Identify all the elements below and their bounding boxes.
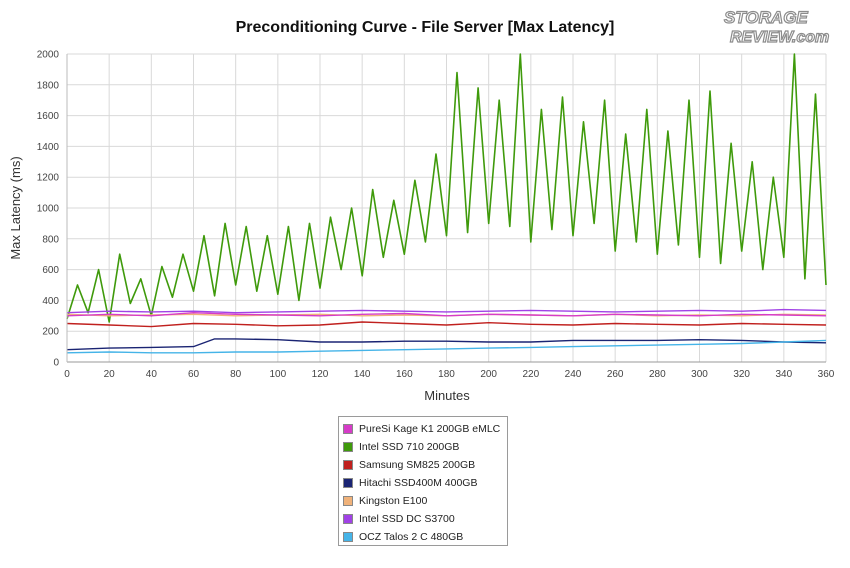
x-tick-label: 160 (396, 369, 413, 380)
x-tick-label: 320 (733, 369, 750, 380)
series-line-intel-ssd-710-200gb (66, 53, 827, 323)
x-tick-label: 280 (649, 369, 666, 380)
y-tick-label: 400 (42, 296, 59, 307)
series-lines (66, 53, 827, 354)
legend-swatch (343, 424, 353, 434)
x-tick-label: 220 (522, 369, 539, 380)
legend-item-intel-ssd-710-200gb: Intel SSD 710 200GB (343, 438, 507, 456)
storage-review-logo: STORAGE REVIEW.com (723, 7, 829, 46)
series-line-intel-ssd-dc-s3700 (66, 308, 827, 314)
chart-legend: PureSi Kage K1 200GB eMLC Intel SSD 710 2… (338, 416, 508, 546)
y-tick-label: 2000 (37, 50, 60, 61)
x-tick-label: 60 (188, 369, 200, 380)
legend-swatch (343, 478, 353, 488)
legend-item-ocz-talos-2-c-480gb: OCZ Talos 2 C 480GB (343, 528, 507, 546)
series-line-hitachi-ssd400m-400gb (66, 338, 827, 351)
legend-item-puresi-kage-k1-200gb-emlc: PureSi Kage K1 200GB eMLC (343, 420, 507, 438)
legend-swatch (343, 514, 353, 524)
line-chart: 0 200 400 600 800 1000 1200 1400 1600 1800 2000 0 20… (8, 50, 835, 404)
logo-line-2: REVIEW.com (730, 29, 829, 46)
legend-item-samsung-sm825-200gb: Samsung SM825 200GB (343, 456, 507, 474)
y-tick-label: 200 (42, 327, 59, 338)
y-tick-label: 800 (42, 234, 59, 245)
legend-label: Kingston E100 (359, 495, 428, 507)
x-tick-label: 180 (438, 369, 455, 380)
x-tick-label: 260 (607, 369, 624, 380)
x-axis-title: Minutes (424, 388, 470, 403)
y-axis-title: Max Latency (ms) (8, 156, 23, 259)
legend-label: OCZ Talos 2 C 480GB (359, 531, 464, 543)
x-tick-label: 100 (269, 369, 286, 380)
chart-title: Preconditioning Curve - File Server [Max… (235, 19, 615, 36)
x-tick-label: 0 (64, 369, 70, 380)
legend-label: Hitachi SSD400M 400GB (359, 477, 478, 489)
x-tick-label: 200 (480, 369, 497, 380)
legend-swatch (343, 460, 353, 470)
x-tick-label: 240 (565, 369, 582, 380)
legend-item-intel-ssd-dc-s3700: Intel SSD DC S3700 (343, 510, 507, 528)
x-tick-label: 140 (354, 369, 371, 380)
series-line-puresi-kage-k1-200gb-emlc (66, 312, 827, 317)
legend-swatch (343, 442, 353, 452)
y-tick-label: 1200 (37, 173, 60, 184)
x-tick-label: 80 (230, 369, 242, 380)
legend-label: PureSi Kage K1 200GB eMLC (359, 423, 501, 435)
axes: 0 200 400 600 800 1000 1200 1400 1600 1800 2000 0 20… (37, 50, 835, 381)
y-tick-label: 1400 (37, 142, 60, 153)
x-tick-label: 300 (691, 369, 708, 380)
x-tick-label: 360 (818, 369, 835, 380)
y-tick-label: 1000 (37, 204, 60, 215)
legend-label: Intel SSD 710 200GB (359, 441, 460, 453)
x-tick-label: 40 (146, 369, 158, 380)
legend-swatch (343, 496, 353, 506)
series-line-ocz-talos-2-c-480gb (66, 339, 827, 354)
series-line-samsung-sm825-200gb (66, 321, 827, 328)
y-tick-label: 600 (42, 265, 59, 276)
logo-line-1: STORAGE (724, 8, 808, 27)
x-tick-label: 340 (775, 369, 792, 380)
legend-item-hitachi-ssd400m-400gb: Hitachi SSD400M 400GB (343, 474, 507, 492)
x-tick-label: 120 (312, 369, 329, 380)
x-tick-label: 20 (104, 369, 116, 380)
y-tick-label: 1600 (37, 111, 60, 122)
y-tick-label: 1800 (37, 80, 60, 91)
legend-swatch (343, 532, 353, 542)
legend-item-kingston-e100: Kingston E100 (343, 492, 507, 510)
legend-label: Intel SSD DC S3700 (359, 513, 455, 525)
legend-label: Samsung SM825 200GB (359, 459, 476, 471)
y-tick-label: 0 (53, 358, 59, 369)
